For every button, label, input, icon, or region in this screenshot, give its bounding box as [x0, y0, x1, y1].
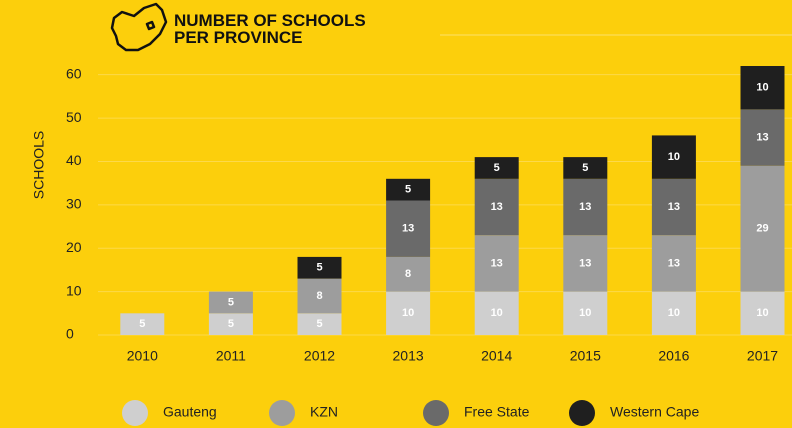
- bar-segment: [120, 313, 165, 335]
- legend-swatch: [122, 400, 148, 426]
- bar-segment: [651, 135, 696, 179]
- segment-label: 13: [579, 201, 591, 213]
- bar-segment: [474, 291, 519, 335]
- bar-segment: [386, 256, 431, 292]
- segment-label: 5: [405, 184, 411, 196]
- bar-segment: [563, 178, 608, 236]
- legend-swatch: [423, 400, 449, 426]
- segment-label: 5: [139, 318, 145, 330]
- legend-swatch: [269, 400, 295, 426]
- segment-label: 5: [316, 262, 322, 274]
- y-tick-label: 30: [66, 196, 82, 212]
- legend-label: Gauteng: [163, 404, 217, 420]
- segment-label: 5: [228, 296, 234, 308]
- y-tick-label: 20: [66, 239, 82, 255]
- segment-label: 5: [582, 162, 588, 174]
- segment-label: 5: [494, 162, 500, 174]
- segment-label: 13: [668, 201, 680, 213]
- x-tick-label: 2012: [304, 348, 335, 364]
- x-tick-label: 2016: [658, 348, 689, 364]
- segment-label: 10: [668, 151, 680, 163]
- legend-swatch: [569, 400, 595, 426]
- bar-segment: [563, 291, 608, 335]
- legend-label: KZN: [310, 404, 338, 420]
- segment-label: 10: [756, 82, 768, 94]
- x-tick-label: 2017: [747, 348, 778, 364]
- bar-segment: [740, 165, 785, 292]
- y-tick-label: 50: [66, 109, 82, 125]
- bar-segment: [563, 235, 608, 292]
- x-tick-label: 2010: [127, 348, 158, 364]
- segment-label: 5: [228, 318, 234, 330]
- segment-label: 29: [756, 223, 768, 235]
- bar-segment: [208, 291, 253, 314]
- segment-label: 13: [402, 223, 414, 235]
- x-tick-label: 2013: [393, 348, 424, 364]
- bar-segment: [651, 291, 696, 335]
- legend-label: Free State: [464, 404, 530, 420]
- segment-label: 13: [668, 257, 680, 269]
- bar-segment: [740, 109, 785, 166]
- bar-segment: [563, 157, 608, 179]
- y-axis-label: SCHOOLS: [31, 131, 47, 199]
- map-icon: [110, 2, 168, 52]
- segment-label: 13: [756, 131, 768, 143]
- bar-segment: [297, 313, 342, 335]
- segment-label: 13: [579, 257, 591, 269]
- chart-title: NUMBER OF SCHOOLS PER PROVINCE: [174, 11, 366, 47]
- legend-label: Western Cape: [610, 404, 699, 420]
- bar-segment: [386, 200, 431, 257]
- x-tick-label: 2015: [570, 348, 601, 364]
- segment-label: 10: [402, 307, 414, 319]
- bar-segment: [474, 178, 519, 236]
- y-tick-label: 40: [66, 152, 82, 168]
- bar-segment: [740, 291, 785, 335]
- bar-segment: [651, 178, 696, 236]
- x-tick-label: 2011: [216, 348, 246, 364]
- segment-label: 10: [491, 307, 503, 319]
- bar-segment: [474, 235, 519, 292]
- y-tick-label: 10: [66, 282, 82, 298]
- segment-label: 10: [668, 307, 680, 319]
- y-tick-label: 60: [66, 65, 82, 81]
- bar-segment: [386, 178, 431, 201]
- bar-segment: [386, 291, 431, 335]
- bar-segment: [208, 313, 253, 335]
- bar-segment: [297, 278, 342, 314]
- bar-segment: [651, 235, 696, 292]
- segment-label: 5: [316, 318, 322, 330]
- segment-label: 8: [405, 268, 411, 280]
- y-tick-label: 0: [66, 326, 74, 342]
- x-tick-label: 2014: [481, 348, 512, 364]
- bar-segment: [297, 256, 342, 279]
- segment-label: 8: [316, 290, 322, 302]
- segment-label: 13: [491, 257, 503, 269]
- bar-segment: [740, 66, 785, 110]
- segment-label: 10: [756, 307, 768, 319]
- segment-label: 13: [491, 201, 503, 213]
- segment-label: 10: [579, 307, 591, 319]
- bar-segment: [474, 157, 519, 179]
